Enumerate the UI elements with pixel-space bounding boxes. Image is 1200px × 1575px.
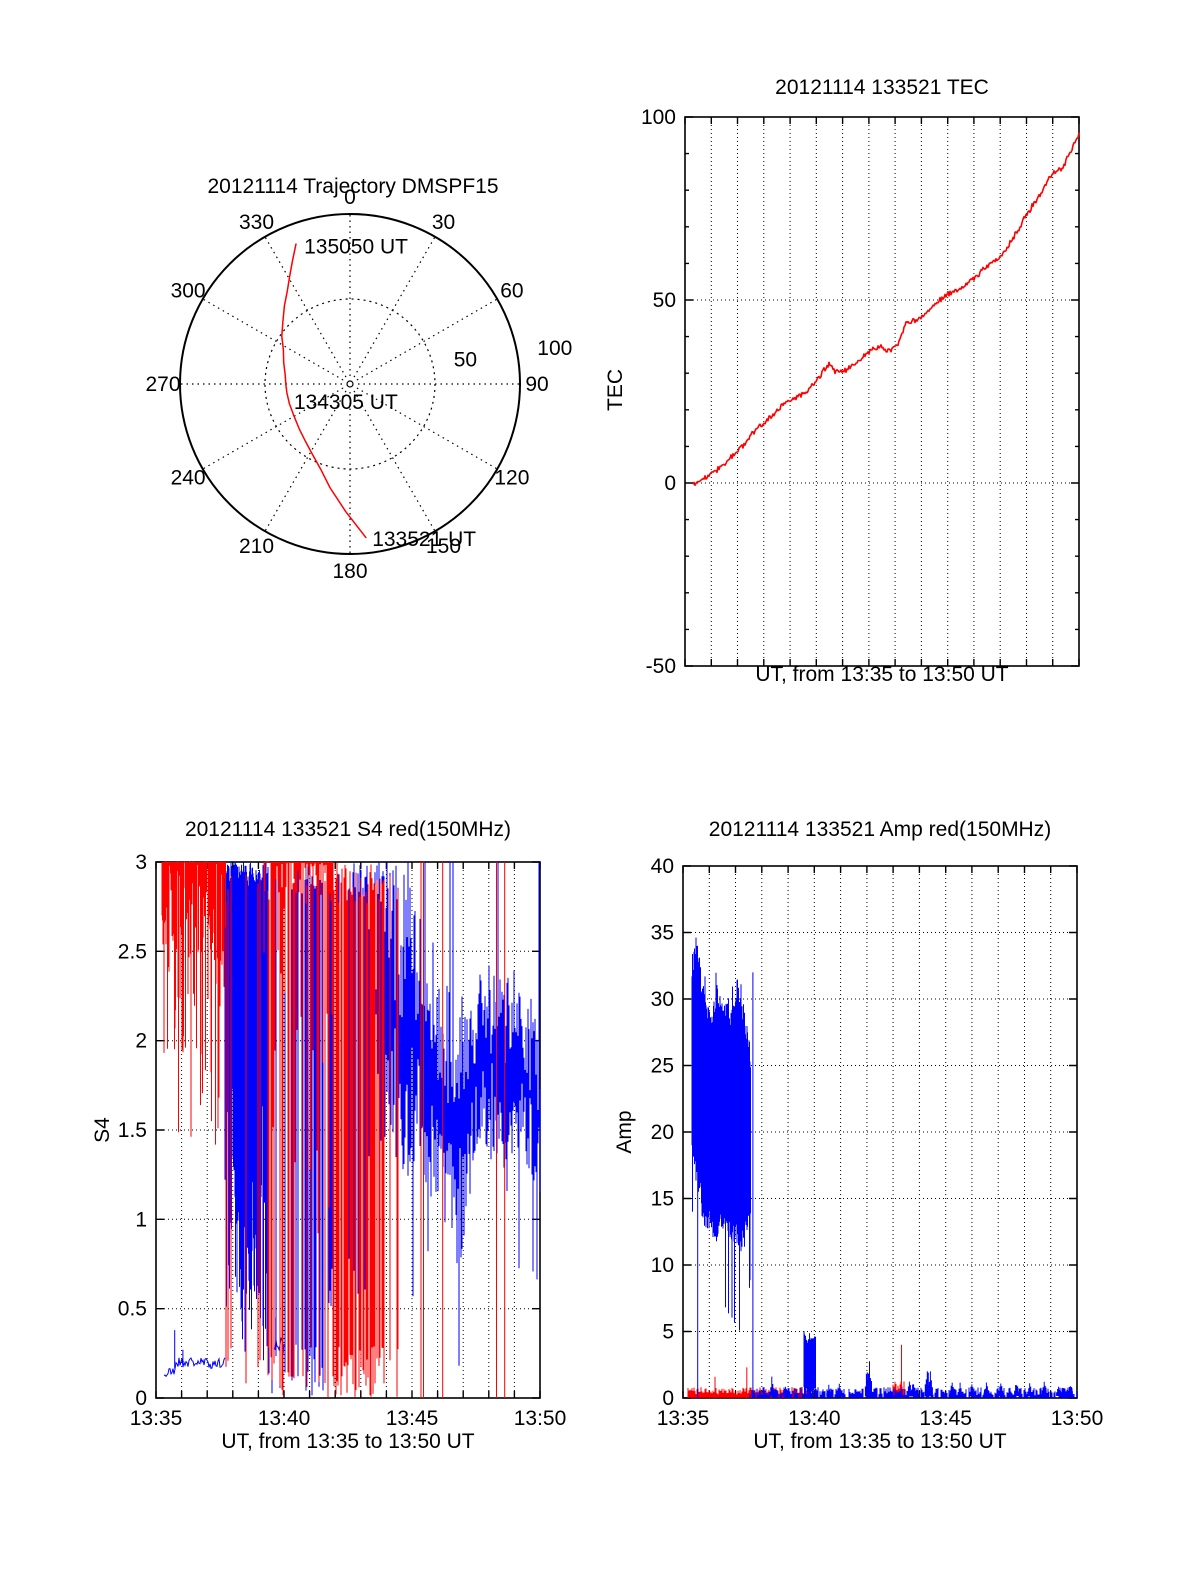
track-time-annotation: 135050 UT (304, 236, 408, 259)
azimuth-tick-label: 0 (344, 186, 356, 209)
grid-vertical (710, 117, 1054, 666)
y-tick-label: 30 (651, 988, 674, 1011)
x-tick-label: 13:40 (258, 1407, 311, 1430)
x-tick-label: 13:40 (788, 1407, 841, 1430)
trajectory-title: 20121114 Trajectory DMSPF15 (207, 175, 499, 198)
azimuth-tick-label: 30 (432, 211, 455, 234)
azimuth-tick-label: 180 (332, 560, 367, 583)
azimuth-tick-label: 210 (239, 535, 274, 558)
track-time-annotation: 134305 UT (294, 391, 398, 414)
y-tick-label: 50 (653, 289, 676, 312)
series-band (470, 862, 541, 1280)
polar-center-marker (346, 380, 354, 388)
azimuth-tick-label: 150 (426, 535, 461, 558)
series-vlines (267, 862, 329, 1398)
series-topnoise (161, 861, 226, 1145)
tec-x-axis-label: UT, from 13:35 to 13:50 UT (755, 663, 1009, 686)
radial-tick-label: 100 (537, 337, 572, 360)
y-tick-label: 100 (641, 106, 676, 129)
axes-box (684, 116, 1080, 667)
y-tick-label: 25 (651, 1055, 674, 1078)
tec-panel: -50 0 50 100 (641, 106, 1080, 678)
y-tick-label: 20 (651, 1121, 674, 1144)
tec-title: 20121114 133521 TEC (775, 76, 989, 99)
axes-box (682, 865, 1078, 1399)
series-baseline (163, 1357, 226, 1378)
grid-horizontal (683, 932, 1077, 1332)
y-tick-label: 2 (135, 1030, 147, 1053)
y-tick-label: -50 (646, 655, 676, 678)
trajectory-panel: 0 30 60 90 120 150 180 210 240 270 300 330 50 100 1335… (145, 186, 572, 583)
azimuth-tick-label: 270 (145, 373, 180, 396)
series-vlines_at (420, 862, 506, 1398)
y-tick-label: 1.5 (118, 1119, 147, 1142)
amp-x-axis-label: UT, from 13:35 to 13:50 UT (753, 1430, 1007, 1453)
azimuth-tick-label: 240 (171, 467, 206, 490)
y-tick-label: 10 (651, 1254, 674, 1277)
polar-inner-circle (264, 298, 436, 470)
y-tick-label: 2.5 (118, 940, 147, 963)
tec-line (692, 132, 1080, 487)
tec-y-axis-label: TEC (604, 369, 627, 411)
y-tick-label: 15 (651, 1188, 674, 1211)
radial-tick-label: 50 (454, 349, 477, 372)
series-band (424, 862, 472, 1366)
s4-title: 20121114 133521 S4 red(150MHz) (184, 818, 512, 841)
track-time-annotation: 133521 UT (372, 528, 476, 551)
axis-ticks (684, 116, 1080, 667)
y-tick-label: 0 (664, 472, 676, 495)
y-tick-label: 0 (135, 1387, 147, 1410)
satellite-track (281, 243, 367, 539)
y-tick-label: 3 (135, 851, 147, 874)
azimuth-tick-label: 90 (525, 373, 548, 396)
azimuth-tick-label: 330 (239, 211, 274, 234)
polar-outer-circle (179, 213, 521, 555)
y-tick-label: 5 (662, 1321, 674, 1344)
azimuth-tick-label: 300 (171, 280, 206, 303)
amp-panel: 0 5 10 15 20 25 30 35 40 13:35 13:40 13:45 13:50 (651, 855, 1104, 1430)
s4-y-axis-label: S4 (91, 1117, 114, 1143)
s4-x-axis-label: UT, from 13:35 to 13:50 UT (221, 1430, 475, 1453)
x-tick-label: 13:45 (919, 1407, 972, 1430)
grid-horizontal (685, 299, 1079, 484)
series-burst (803, 1331, 816, 1398)
y-tick-label: 1 (135, 1208, 147, 1231)
series-vlines (332, 862, 380, 1397)
x-tick-label: 13:45 (386, 1407, 439, 1430)
series-spikes_at (697, 972, 754, 1398)
y-tick-label: 40 (651, 855, 674, 878)
series-spikes_at (714, 1367, 748, 1398)
series-baseline (174, 1330, 184, 1369)
y-tick-label: 0 (662, 1387, 674, 1410)
azimuth-tick-label: 60 (500, 280, 523, 303)
x-tick-label: 13:50 (514, 1407, 567, 1430)
polar-spokes (180, 214, 520, 554)
x-tick-label: 13:50 (1051, 1407, 1104, 1430)
series-bumps (769, 1361, 1073, 1396)
amp-title: 20121114 133521 Amp red(150MHz) (708, 818, 1052, 841)
amp-y-axis-label: Amp (613, 1110, 636, 1154)
x-tick-label: 13:35 (657, 1407, 710, 1430)
series-vlines (379, 875, 399, 1397)
x-tick-label: 13:35 (130, 1407, 183, 1430)
series-burst (691, 937, 751, 1331)
series-vlines (225, 874, 261, 1384)
s4-panel: 0 0.5 1 1.5 2 2.5 3 13:35 13:40 13:45 13:50 (118, 851, 566, 1430)
y-tick-label: 35 (651, 922, 674, 945)
azimuth-tick-label: 120 (494, 467, 529, 490)
y-tick-label: 0.5 (118, 1298, 147, 1321)
